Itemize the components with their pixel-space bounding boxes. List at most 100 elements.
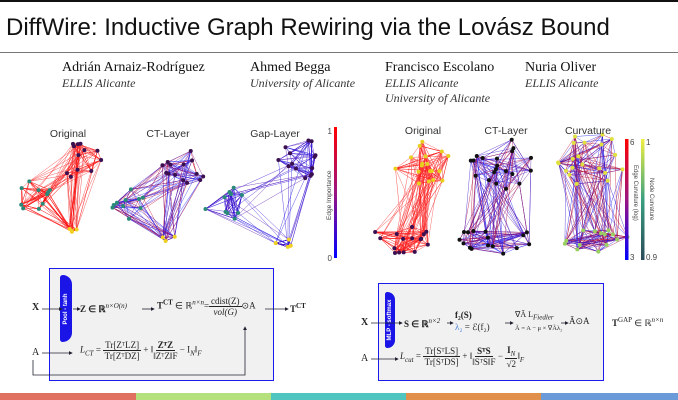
graph-edge [584, 142, 614, 235]
graph-edge [288, 163, 293, 240]
graph-edge [71, 170, 92, 231]
graph-edge [21, 192, 49, 205]
graph-edge [230, 173, 312, 195]
graph-node [68, 174, 73, 179]
graph-edge [558, 163, 578, 250]
graph-edge [492, 158, 498, 247]
graph-edge [473, 230, 517, 249]
author: Francisco Escolano ELLIS Alicante Univer… [385, 59, 494, 106]
graph-edge [578, 156, 628, 238]
graph-node [596, 249, 601, 254]
graph-node [394, 232, 399, 237]
graph-edge [375, 231, 404, 240]
graph-edge [579, 244, 599, 252]
graph-edge [66, 173, 70, 229]
graph-edge [288, 166, 313, 169]
graph-node [457, 237, 462, 242]
graph-edges [459, 139, 532, 254]
graph-node [504, 186, 509, 191]
graph-edge [564, 239, 618, 245]
graph-edge [205, 208, 291, 246]
graph-edge [605, 169, 623, 174]
graph-node [303, 176, 308, 181]
panel-label-original: Original [405, 125, 441, 137]
graph-node [166, 171, 171, 176]
graph-edge [582, 180, 608, 231]
graph-node [486, 178, 491, 183]
graph-edge [473, 160, 504, 254]
graph-edge [70, 176, 73, 232]
graph-node [64, 171, 69, 176]
author-affiliation: University of Alicante [250, 76, 356, 90]
graph-edge [227, 163, 293, 214]
graph-node [231, 185, 236, 190]
graph-node [27, 179, 32, 184]
graph-edge [473, 139, 512, 232]
graph-node [225, 211, 230, 216]
graph-edge [476, 155, 489, 238]
graph-node [567, 172, 572, 177]
graph-node [471, 228, 476, 233]
graph-edge [485, 231, 527, 233]
graph-edge [606, 169, 623, 245]
panel-label-ct-layer: CT-Layer [484, 125, 528, 137]
graph-edge [241, 194, 290, 240]
graph-edge [492, 171, 507, 247]
graph-node [425, 242, 430, 247]
graph-edge [205, 194, 243, 210]
graph-edge [170, 150, 191, 165]
graph-edge [467, 158, 498, 233]
graph-edge [564, 156, 579, 244]
graph-node [286, 237, 291, 242]
author-affiliation: University of Alicante [385, 91, 491, 105]
graph-edge [598, 236, 628, 252]
graph-edge [582, 138, 613, 165]
graph-nodes [19, 141, 104, 234]
graph-node [160, 235, 165, 240]
author-name: Ahmed Begga [250, 60, 331, 75]
graph-edge [463, 231, 471, 248]
graph-edges [20, 143, 102, 232]
graph-nodes [457, 137, 533, 256]
graph-node [21, 206, 26, 211]
graph-node [308, 173, 313, 178]
graph-edge [577, 234, 613, 250]
graph-node [111, 202, 116, 207]
graph-edge [582, 164, 606, 174]
graph-edge [140, 179, 184, 209]
graph-edge [71, 150, 85, 231]
panel-label-original: Original [50, 128, 86, 140]
graph-node [136, 196, 141, 201]
graph-edge [278, 141, 312, 161]
graph-node [409, 155, 414, 160]
graph-edge [394, 151, 443, 249]
graph-edge [165, 182, 188, 242]
graph-edge [278, 159, 289, 247]
graph-edge [289, 153, 315, 158]
graph-edge [608, 138, 613, 231]
graph-edge [516, 243, 530, 249]
graph-edge [614, 154, 618, 240]
graph-edge [275, 155, 316, 244]
graph-node [160, 163, 165, 168]
graph-edge [482, 150, 513, 159]
graph-edge [166, 150, 191, 174]
graph-node [556, 161, 561, 166]
fiedler-equation: f₂(S) λ₂ = ℰ(f₂) [455, 310, 490, 332]
graph-edge [473, 172, 495, 232]
graph-edge [469, 180, 490, 248]
gradient-update: ∇Ã LFiedler Ã = A − μ × ∇Ãλ₂ [515, 310, 563, 332]
input-a: A [32, 347, 40, 358]
graph-edge [485, 148, 514, 232]
ct-layer-diagram [49, 268, 274, 381]
graph-edge [469, 175, 476, 248]
graph-node [592, 229, 597, 234]
graph-edge [492, 235, 524, 247]
graph-edge [612, 169, 623, 235]
graph-node [424, 229, 429, 234]
graph-edge [289, 153, 313, 169]
graph-edge [418, 183, 421, 240]
colorbar-max-label: 1 [328, 127, 333, 136]
graph-edge [584, 134, 603, 143]
graph-node [439, 149, 444, 154]
